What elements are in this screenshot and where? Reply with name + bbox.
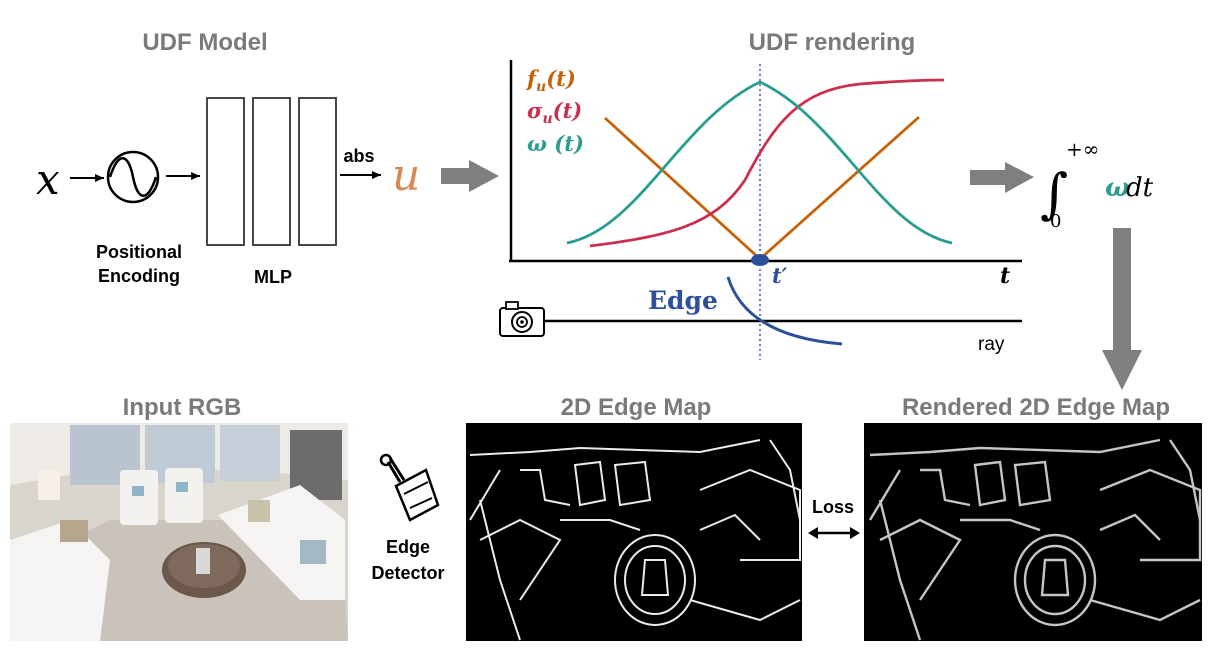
integral-lower: 0 bbox=[1050, 211, 1061, 232]
heading-udf-rendering: UDF rendering bbox=[749, 29, 916, 56]
edge-map-image bbox=[466, 423, 802, 641]
edge-label: Edge bbox=[648, 286, 718, 315]
loss-label: Loss bbox=[812, 497, 854, 517]
ray-label: ray bbox=[978, 334, 1005, 355]
curve-omega bbox=[566, 80, 953, 245]
edge-detector-label-line2: Detector bbox=[371, 563, 444, 583]
heading-input-rgb: Input RGB bbox=[123, 394, 242, 421]
input-rgb-image bbox=[10, 423, 348, 641]
heading-udf-model: UDF Model bbox=[142, 29, 267, 56]
legend-omega: ω (t) bbox=[527, 131, 584, 156]
pe-label-line1: Positional bbox=[96, 242, 182, 262]
arrow-rendering-to-integral bbox=[970, 162, 1034, 193]
mlp-label: MLP bbox=[254, 267, 292, 287]
curve-f-u bbox=[604, 115, 920, 261]
legend-sigma-u: σu(t) bbox=[527, 98, 582, 127]
integral-sign: ∫ bbox=[1040, 162, 1068, 225]
t-prime-point bbox=[751, 254, 769, 266]
arrow-u-to-rendering bbox=[441, 160, 499, 192]
edge-detector-icon bbox=[379, 453, 440, 522]
edge-detector-label-line1: Edge bbox=[386, 537, 430, 557]
input-symbol-x: x bbox=[36, 155, 60, 204]
loss-double-arrow bbox=[808, 527, 860, 539]
rendering-plot: fu(t) σu(t) ω (t) t t′ bbox=[509, 60, 1022, 360]
integral-omega: ω bbox=[1105, 173, 1130, 203]
pe-label-line2: Encoding bbox=[98, 266, 180, 286]
camera-icon bbox=[499, 301, 545, 337]
abs-label: abs bbox=[343, 146, 374, 166]
curve-sigma-u bbox=[589, 78, 945, 248]
output-symbol-u: u bbox=[392, 150, 420, 201]
t-prime-label: t′ bbox=[772, 263, 788, 288]
integral-upper: +∞ bbox=[1066, 137, 1099, 161]
ray-section: ray Edge bbox=[499, 276, 1022, 355]
edge-curve bbox=[726, 276, 843, 346]
heading-2d-edge-map: 2D Edge Map bbox=[561, 394, 712, 421]
legend-f-u: fu(t) bbox=[525, 66, 576, 95]
integral-dt: dt bbox=[1126, 173, 1154, 203]
heading-rendered-edge-map: Rendered 2D Edge Map bbox=[902, 394, 1170, 421]
rendered-edge-map-image bbox=[864, 423, 1202, 641]
mlp-blocks bbox=[206, 97, 337, 246]
positional-encoding-icon bbox=[106, 150, 160, 204]
arrow-integral-to-rendered bbox=[1102, 228, 1142, 390]
integral-expression: ∫ +∞ 0 ω dt bbox=[1040, 137, 1154, 232]
t-axis-label: t bbox=[1000, 263, 1010, 289]
